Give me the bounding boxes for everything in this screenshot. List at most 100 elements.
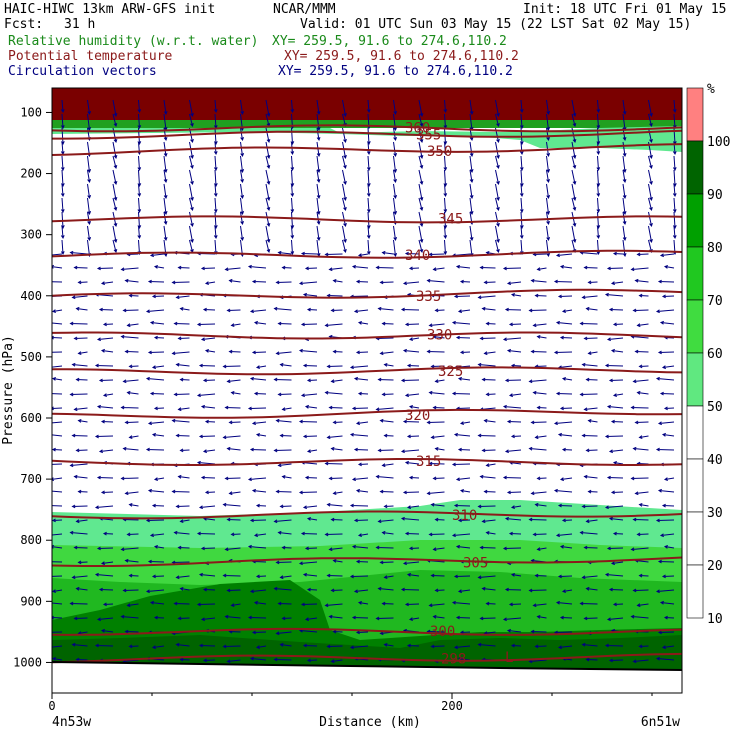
vector-arrow xyxy=(249,376,267,381)
vector-arrow xyxy=(306,378,318,383)
vector-arrow xyxy=(279,362,292,367)
vector-arrow xyxy=(519,183,524,198)
vector-arrow xyxy=(189,211,194,228)
vector-arrow xyxy=(508,322,522,327)
vector-arrow xyxy=(342,99,347,118)
vector-arrow xyxy=(634,491,649,496)
vector-arrow xyxy=(355,279,369,284)
vector-arrow xyxy=(75,657,88,662)
vector-arrow xyxy=(147,488,165,493)
vector-arrow xyxy=(145,589,165,594)
vector-arrow xyxy=(648,169,653,186)
vector-arrow xyxy=(546,211,550,226)
vector-arrow xyxy=(508,602,522,607)
vector-arrow xyxy=(171,351,190,356)
vector-arrow xyxy=(342,155,347,170)
vector-arrow xyxy=(451,462,471,467)
vector-arrow xyxy=(137,169,142,188)
vector-arrow xyxy=(52,264,63,269)
vector-arrow xyxy=(483,351,496,356)
vector-arrow xyxy=(404,602,420,607)
y-tick-label: 700 xyxy=(20,472,42,486)
vector-arrow xyxy=(279,433,292,438)
vector-arrow xyxy=(519,141,524,156)
vector-arrow xyxy=(52,561,63,563)
field-theta-label: Potential temperature xyxy=(8,49,173,64)
vector-arrow xyxy=(226,446,241,451)
vector-arrow xyxy=(579,601,598,606)
vector-arrow xyxy=(510,573,522,577)
vector-arrow xyxy=(495,225,500,244)
vector-arrow xyxy=(71,504,88,509)
vector-arrow xyxy=(479,616,496,621)
vector-arrow xyxy=(585,586,598,591)
vector-arrow xyxy=(353,589,369,594)
vector-arrow xyxy=(381,321,394,326)
vector-arrow xyxy=(98,449,114,454)
vector-arrow xyxy=(477,295,496,300)
vector-arrow xyxy=(60,155,65,172)
colorbar: 100 90 80 70 60 50 40 30 20 10 xyxy=(686,87,730,627)
vector-arrow xyxy=(495,211,500,228)
vector-arrow xyxy=(355,559,369,564)
vector-arrow xyxy=(379,351,394,356)
vector-arrow xyxy=(128,293,139,298)
vector-arrow xyxy=(587,419,598,423)
vector-arrow xyxy=(408,475,420,480)
vector-arrow xyxy=(485,463,496,467)
theta-contour-line xyxy=(52,510,682,520)
vector-arrow xyxy=(481,448,496,453)
vector-arrow xyxy=(281,265,292,270)
vector-arrow xyxy=(163,183,168,200)
vector-arrow xyxy=(273,377,292,382)
vector-arrow xyxy=(204,281,216,285)
vector-arrow xyxy=(204,490,216,495)
vector-arrow xyxy=(351,544,369,549)
vector-arrow xyxy=(153,265,165,269)
vector-arrow xyxy=(612,322,624,327)
vector-arrow xyxy=(202,658,216,663)
vector-arrow xyxy=(102,393,114,397)
rh-band-top-60 xyxy=(52,126,682,152)
vector-arrow xyxy=(332,420,343,425)
vector-arrow xyxy=(137,183,142,198)
vector-arrow xyxy=(672,183,677,198)
init-time: Init: 18 UTC Fri 01 May 15 xyxy=(523,2,727,17)
vector-arrow xyxy=(96,617,114,622)
vector-arrow xyxy=(479,336,496,341)
vector-arrow xyxy=(426,349,445,354)
vector-arrow xyxy=(406,363,420,368)
theta-contour-label: 300 xyxy=(430,624,455,640)
vector-arrow xyxy=(546,127,550,142)
vector-arrow xyxy=(60,183,65,198)
vector-arrow xyxy=(536,547,547,551)
vector-arrow xyxy=(189,155,194,170)
vector-arrow xyxy=(316,183,321,200)
vector-arrow xyxy=(153,545,165,549)
vector-arrow xyxy=(128,573,139,578)
theta-contour-label: 335 xyxy=(416,289,441,305)
vector-arrow xyxy=(469,197,474,216)
vector-arrow xyxy=(255,503,267,508)
vector-arrow xyxy=(495,141,500,160)
vector-arrow xyxy=(443,197,448,214)
vector-arrow xyxy=(604,643,624,648)
vector-arrow xyxy=(71,362,88,367)
vector-arrow xyxy=(408,405,420,409)
vector-arrow xyxy=(383,575,394,579)
vector-arrow xyxy=(583,474,598,479)
vector-arrow xyxy=(52,463,63,465)
vector-arrow xyxy=(265,183,271,202)
vector-arrow xyxy=(275,489,292,494)
vector-arrow xyxy=(630,614,649,619)
vector-arrow xyxy=(290,155,295,172)
vector-arrow xyxy=(175,362,190,367)
vector-arrow xyxy=(77,280,88,285)
vector-arrow xyxy=(102,322,114,327)
vector-arrow xyxy=(495,169,500,186)
theta-contour-line xyxy=(52,556,682,567)
vector-arrow xyxy=(302,505,318,510)
y-tick-label: 600 xyxy=(20,411,42,425)
vector-arrow xyxy=(432,547,445,552)
vector-arrow xyxy=(495,239,500,254)
